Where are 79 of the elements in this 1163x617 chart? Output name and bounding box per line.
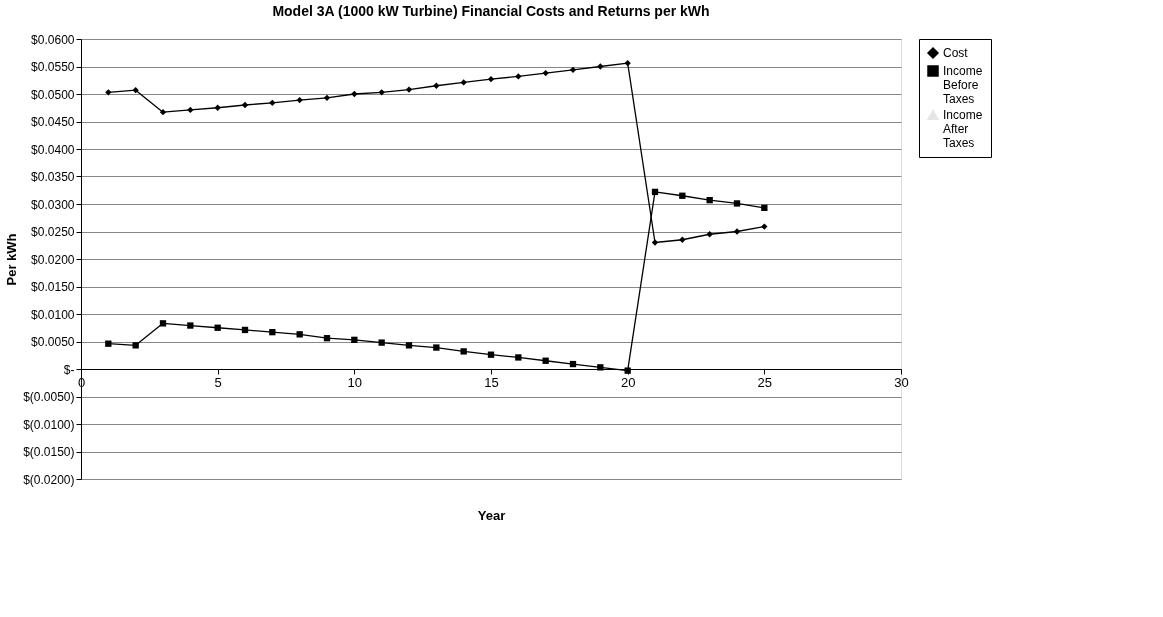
chart-title: Model 3A (1000 kW Turbine) Financial Costs and Returns per kWh	[272, 3, 710, 19]
x-tick-label: 15	[484, 374, 499, 390]
y-tick-label: $0.0550	[31, 60, 75, 74]
point	[679, 236, 686, 243]
y-tick-label: $0.0300	[31, 197, 75, 212]
point	[159, 108, 167, 116]
y-tick-label: $0.0450	[31, 115, 75, 129]
y-tick-label: $(0.0150)	[23, 445, 75, 459]
point	[323, 94, 331, 102]
point	[733, 200, 741, 207]
point	[706, 196, 713, 204]
point	[269, 99, 276, 106]
point	[105, 340, 112, 347]
point	[159, 320, 167, 327]
point	[132, 342, 139, 349]
point	[351, 90, 358, 98]
point	[597, 63, 604, 70]
point	[296, 96, 303, 104]
point	[487, 351, 495, 358]
point	[761, 204, 768, 212]
point	[569, 66, 577, 73]
point	[132, 86, 139, 94]
y-tick-label: $0.0150	[31, 280, 75, 294]
point	[269, 328, 276, 336]
point	[187, 106, 194, 114]
point	[241, 326, 249, 334]
point	[351, 336, 358, 344]
y-tick-label: $0.0050	[31, 335, 75, 349]
point	[241, 101, 249, 109]
point	[706, 231, 713, 238]
point	[187, 322, 194, 329]
point	[597, 364, 604, 371]
point	[733, 228, 741, 235]
point	[569, 360, 577, 368]
y-tick-label: $(0.0050)	[23, 390, 75, 404]
y-tick-label: $-	[63, 362, 75, 377]
legend-label: Cost	[943, 46, 969, 60]
point	[651, 239, 659, 246]
point	[460, 348, 467, 355]
point	[624, 367, 631, 374]
y-tick-label: $(0.0100)	[23, 417, 75, 432]
point	[624, 60, 631, 67]
point	[378, 339, 385, 346]
point	[761, 223, 768, 230]
point	[105, 89, 112, 96]
y-tick-label: $0.0400	[31, 142, 75, 157]
x-tick-label: 5	[214, 374, 222, 390]
point	[542, 69, 549, 77]
legend-label: Income After Taxes	[943, 108, 983, 150]
x-tick-label: 20	[620, 374, 636, 390]
y-tick-label: $0.0250	[31, 225, 75, 239]
y-tick-label: $0.0600	[31, 32, 75, 47]
point	[487, 75, 495, 83]
point	[515, 73, 522, 80]
point	[296, 331, 303, 338]
point	[405, 342, 413, 349]
point	[515, 354, 522, 361]
point	[433, 82, 440, 89]
point	[679, 192, 686, 199]
point	[460, 79, 467, 86]
y-axis-title: Per kWh	[4, 233, 20, 286]
x-tick-label: 30	[894, 374, 909, 390]
y-tick-label: $(0.0200)	[23, 472, 75, 487]
legend-label: Income Before Taxes	[943, 64, 983, 106]
point	[323, 335, 331, 342]
y-tick-label: $0.0200	[31, 252, 75, 267]
point	[542, 357, 549, 364]
y-tick-label: $0.0500	[31, 87, 75, 102]
point	[214, 324, 221, 331]
x-axis-title: Year	[477, 507, 506, 523]
x-tick-label: 25	[757, 374, 773, 390]
y-tick-label: $0.0350	[31, 170, 75, 184]
point	[651, 188, 659, 196]
point	[214, 104, 221, 111]
point	[378, 89, 385, 96]
y-tick-label: $0.0100	[31, 307, 75, 322]
x-tick-label: 10	[347, 374, 363, 390]
point	[433, 344, 440, 351]
point	[405, 86, 413, 93]
